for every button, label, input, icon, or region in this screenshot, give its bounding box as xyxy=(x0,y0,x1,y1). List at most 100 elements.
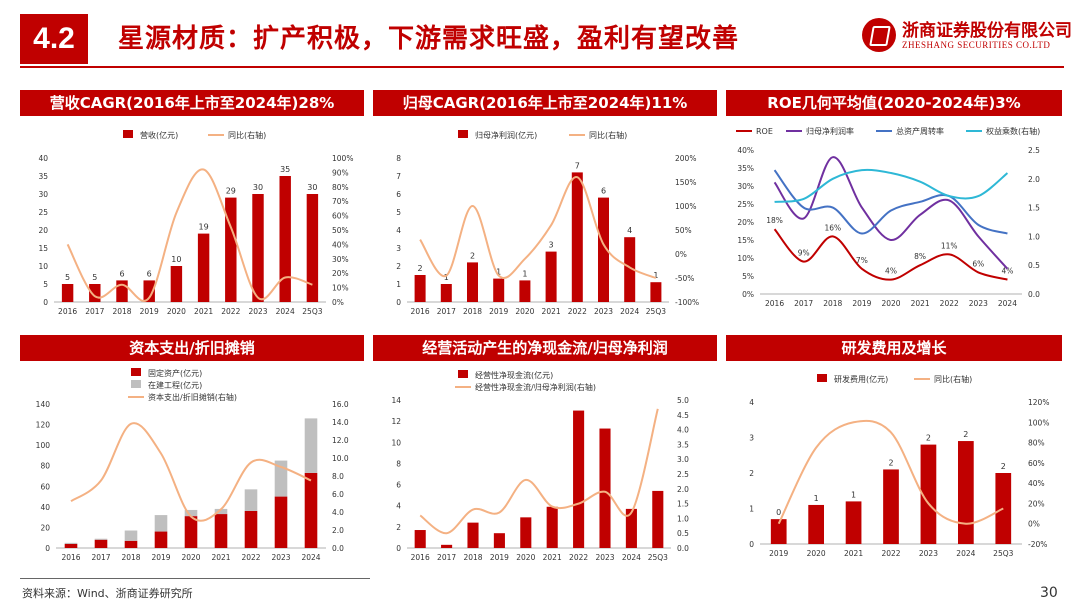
x-tick-label: 2023 xyxy=(595,553,614,562)
y2-tick-label: 120% xyxy=(1028,398,1049,407)
y2-tick-label: 0% xyxy=(1028,520,1040,529)
series-line xyxy=(419,408,659,535)
y2-tick-label: 3.0 xyxy=(677,455,689,464)
x-tick-label: 2018 xyxy=(121,553,140,562)
x-tick-label: 2024 xyxy=(998,299,1017,308)
bar xyxy=(184,509,198,517)
x-tick-label: 2017 xyxy=(437,553,456,562)
y-tick-label: 2 xyxy=(396,262,401,271)
x-tick-label: 2024 xyxy=(276,307,295,316)
y2-tick-label: 0.5 xyxy=(677,529,689,538)
x-tick-label: 2022 xyxy=(241,553,260,562)
bar-data-label: 2 xyxy=(926,434,931,443)
x-tick-label: 2020 xyxy=(807,549,826,558)
bar-data-label: 1 xyxy=(653,271,658,280)
x-tick-label: 2018 xyxy=(823,299,842,308)
slide-title: 星源材质：扩产积极，下游需求旺盛，盈利有望改善 xyxy=(118,24,740,54)
bar xyxy=(493,278,505,302)
y-tick-label: 4 xyxy=(396,502,401,511)
chart-cashflow: 0 2 4 6 8 10 12 14 0.0 0.5 1.0 1.5 2.0 2.5 3.0 3.5 4.0 4.… xyxy=(373,366,717,572)
bar xyxy=(599,428,611,548)
y2-tick-label: 2.0 xyxy=(332,526,344,535)
y2-tick-label: 10% xyxy=(332,284,349,293)
page-number: 30 xyxy=(1040,585,1058,601)
bar xyxy=(808,504,825,544)
bar xyxy=(197,233,210,302)
y-tick-label: 1 xyxy=(396,280,401,289)
chart-svg: 0% 5% 10% 15% 20% 25% 30% 35% 40% 0.0 0.5 1.0 1.5 2.0… xyxy=(736,126,1040,308)
x-tick-label: 2018 xyxy=(112,307,131,316)
x-tick-label: 2021 xyxy=(194,307,213,316)
chart-capex: 0 20 40 60 80 100 120 140 0.0 2.0 4.0 6.0 8.0 10.0 12.… xyxy=(20,366,364,572)
bar-data-label: 0 xyxy=(776,508,781,517)
bar xyxy=(143,280,155,302)
y-tick-label: 2 xyxy=(396,523,401,532)
y-tick-label: 5% xyxy=(742,272,754,281)
bar-data-label: 2 xyxy=(963,430,968,439)
legend-label: 经营性净现金流(亿元) xyxy=(475,370,553,380)
y-tick-label: 8 xyxy=(396,154,401,163)
line-data-label: 16% xyxy=(824,223,841,232)
bar-data-label: 35 xyxy=(280,165,290,174)
y2-tick-label: 1.0 xyxy=(677,514,689,523)
line-data-label: 4% xyxy=(1001,267,1013,276)
y2-tick-label: 1.0 xyxy=(1028,232,1040,241)
bar xyxy=(124,540,138,548)
bar xyxy=(225,197,237,302)
y-tick-label: 40 xyxy=(38,154,48,163)
chart-revenue: 0 5 10 15 20 25 30 35 40 0% 10% 20% 30% 40% 50% 60% 70% 8… xyxy=(20,122,364,322)
bar xyxy=(493,533,505,548)
x-tick-label: 2021 xyxy=(844,549,863,558)
y2-tick-label: 60% xyxy=(1028,459,1045,468)
series-line xyxy=(773,156,1009,270)
y2-tick-label: -100% xyxy=(675,298,699,307)
x-tick-label: 2022 xyxy=(221,307,240,316)
bar-data-label: 6 xyxy=(147,269,152,278)
x-tick-label: 2016 xyxy=(58,307,77,316)
y2-tick-label: 40% xyxy=(1028,479,1045,488)
bar xyxy=(770,519,787,544)
x-tick-label: 2021 xyxy=(542,307,561,316)
bar-data-label: 6 xyxy=(601,187,606,196)
series-line xyxy=(773,169,1008,235)
legend-bar-swatch xyxy=(131,368,141,376)
legend-label: 归母净利润(亿元) xyxy=(475,130,537,140)
y2-tick-label: 0.0 xyxy=(677,544,689,553)
chart-rnd: 0 1 2 3 4 -20% 0% 20% 40% 60% 80% 100% 120% 2019 2020 2… xyxy=(726,366,1062,572)
bar xyxy=(957,441,974,544)
bar xyxy=(883,469,899,544)
bar xyxy=(519,280,531,302)
panel-title-roe: ROE几何平均值(2020-2024年)3% xyxy=(726,90,1062,116)
line-data-label: 11% xyxy=(941,241,958,250)
bar xyxy=(414,275,426,302)
legend-label: 固定资产(亿元) xyxy=(148,368,202,378)
x-tick-label: 2016 xyxy=(411,553,430,562)
y2-tick-label: 1.5 xyxy=(677,500,689,509)
y-tick-label: 12 xyxy=(391,417,401,426)
y-tick-label: 7 xyxy=(396,172,401,181)
series-line xyxy=(419,176,657,279)
x-tick-label: 2017 xyxy=(437,307,456,316)
bar xyxy=(154,515,168,532)
bar xyxy=(545,251,557,302)
legend-label: 营收(亿元) xyxy=(140,130,178,140)
legend-bar-swatch xyxy=(458,370,468,378)
y2-tick-label: 150% xyxy=(675,178,696,187)
y2-tick-label: 70% xyxy=(332,197,349,206)
bar-data-label: 2 xyxy=(470,251,475,260)
x-tick-label: 2016 xyxy=(61,553,80,562)
y-tick-label: 25% xyxy=(737,200,754,209)
bar xyxy=(252,194,264,302)
bar-data-label: 2 xyxy=(418,264,423,273)
y-tick-label: 20 xyxy=(38,226,48,235)
y-tick-label: 0 xyxy=(396,544,401,553)
bar xyxy=(244,489,258,511)
y2-tick-label: 2.0 xyxy=(1028,175,1040,184)
bar xyxy=(154,531,168,548)
y-tick-label: 60 xyxy=(40,482,50,491)
x-tick-label: 2016 xyxy=(411,307,430,316)
bar xyxy=(995,473,1012,544)
legend-bar-swatch xyxy=(458,130,468,138)
y2-tick-label: 3.5 xyxy=(677,440,689,449)
bar-data-label: 1 xyxy=(522,269,527,278)
